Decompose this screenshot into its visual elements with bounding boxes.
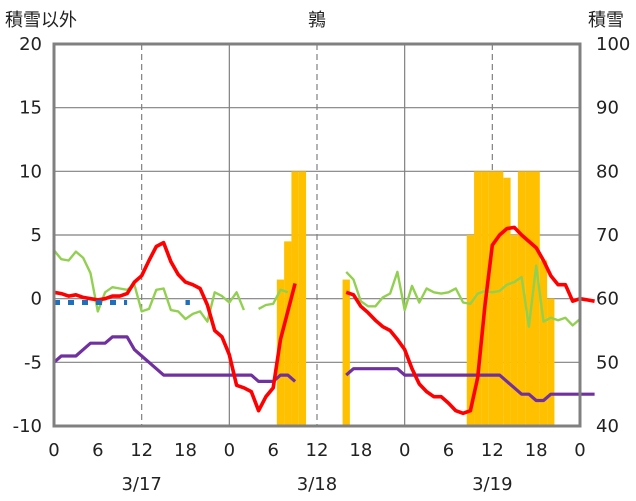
wind-line [345,264,581,328]
left-axis-tick-label: 20 [19,34,42,55]
x-axis-tick-label: 12 [481,440,504,461]
x-axis-ticks: 0 6 12 18 0 6 12 18 0 6 12 18 0 [48,440,585,461]
day-labels: 3/17 3/18 3/19 [121,474,512,495]
snow-depth-bar [466,235,475,426]
snow-depth-bar [298,171,307,426]
x-axis-tick-label: 12 [306,440,329,461]
wind-line [258,288,289,310]
x-axis-tick-label: 6 [267,440,278,461]
plot-frame [52,42,582,428]
right-axis-tick-label: 70 [596,225,619,246]
snow-depth-bars [276,171,555,426]
snow-depth-bar [495,171,504,426]
snow-depth-bar [276,279,285,426]
snow-depth-bar [517,171,526,426]
snow-depth-bar [525,171,533,426]
snow-depth-bar [291,171,299,426]
chart-title: 鶉 [308,10,326,31]
right-axis-tick-label: 50 [596,352,619,373]
snow-depth-bar [539,260,548,426]
series-lines [52,225,595,416]
left-axis-tick-label: -5 [24,352,42,373]
right-axis-tick-label: 60 [596,289,619,310]
x-axis-tick-label: 0 [574,440,585,461]
day-label: 3/19 [472,474,512,495]
humidity-line [52,335,297,383]
left-axis-tick-label: 15 [19,98,42,119]
snow-depth-bar [474,171,482,426]
x-axis-tick-label: 12 [130,440,153,461]
right-axis-ticks: 100 90 80 70 60 50 40 [596,34,630,437]
snow-depth-bar [503,177,511,426]
x-axis-tick-label: 6 [443,440,454,461]
grid-lines [54,44,580,426]
left-axis-tick-label: 5 [31,225,42,246]
left-axis-tick-label: 0 [31,289,42,310]
snow-depth-bar [547,298,555,426]
right-axis-tick-label: 40 [596,416,619,437]
right-axis-title: 積雪 [588,10,624,31]
x-axis-tick-label: 18 [525,440,548,461]
right-axis-tick-label: 100 [596,34,630,55]
right-axis-tick-label: 80 [596,161,619,182]
left-axis-tick-label: 10 [19,161,42,182]
snow-depth-bar [532,171,540,426]
day-label: 3/17 [121,474,161,495]
x-axis-tick-label: 0 [399,440,410,461]
snow-depth-bar [510,235,518,426]
x-axis-tick-label: 18 [349,440,372,461]
x-axis-tick-label: 0 [224,440,235,461]
x-axis-tick-label: 0 [48,440,59,461]
temperature-line [53,240,297,413]
humidity-line [345,367,595,403]
x-axis-tick-label: 6 [92,440,103,461]
plot-border [52,42,582,428]
left-axis-ticks: 20 15 10 5 0 -5 -10 [13,34,42,437]
snow-depth-bar [488,171,496,426]
day-label: 3/18 [297,474,337,495]
right-axis-tick-label: 90 [596,98,619,119]
left-axis-title: 積雪以外 [5,10,77,31]
wind-line [53,249,246,323]
snow-depth-bar [284,241,292,426]
left-axis-tick-label: -10 [13,416,42,437]
snow-depth-bar [342,279,350,426]
temperature-line [345,225,595,416]
x-axis-tick-label: 18 [174,440,197,461]
